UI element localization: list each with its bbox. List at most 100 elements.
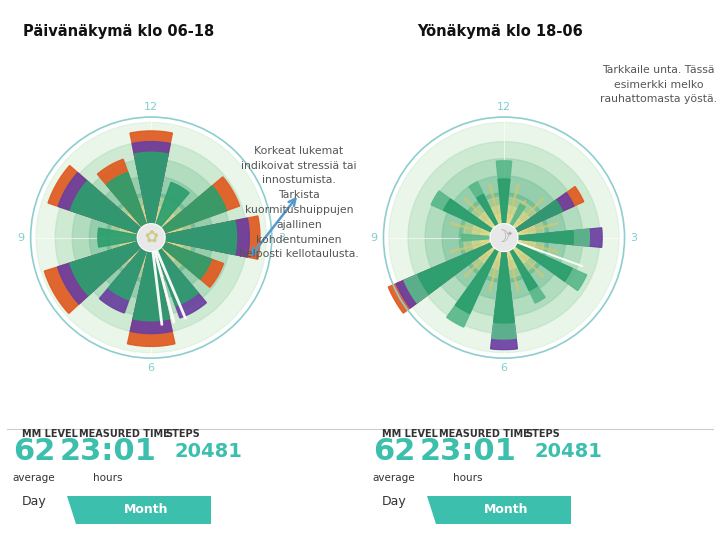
Polygon shape [151,183,189,238]
Circle shape [389,123,619,353]
Polygon shape [151,218,249,257]
Text: ☽: ☽ [495,227,509,246]
Polygon shape [504,186,584,238]
Circle shape [127,214,175,261]
Polygon shape [71,181,151,238]
Circle shape [490,224,518,252]
Circle shape [72,159,230,316]
Polygon shape [503,195,505,218]
Polygon shape [450,222,485,233]
Polygon shape [523,242,558,253]
Polygon shape [494,238,514,323]
Polygon shape [464,198,490,224]
Text: ✿: ✿ [144,228,158,247]
Polygon shape [504,231,573,245]
Polygon shape [518,198,544,224]
Circle shape [135,221,167,254]
Polygon shape [509,184,519,219]
Text: MEASURED TIME: MEASURED TIME [439,429,530,440]
Polygon shape [151,238,223,287]
Text: STEPS: STEPS [526,429,560,440]
Circle shape [464,197,544,278]
Polygon shape [489,184,499,219]
Text: Korkeat lukemat
indikoivat stressiä tai
innostumista.
Tarkista
kuormitushuippuje: Korkeat lukemat indikoivat stressiä tai … [239,146,359,259]
Polygon shape [504,228,602,247]
Polygon shape [504,238,572,281]
Circle shape [459,193,549,282]
Circle shape [138,224,165,252]
Polygon shape [444,199,504,238]
Polygon shape [151,216,260,259]
Polygon shape [133,238,169,321]
Polygon shape [504,193,574,238]
Polygon shape [151,238,198,306]
Polygon shape [503,257,505,280]
Polygon shape [70,238,151,295]
Polygon shape [513,200,526,221]
Polygon shape [58,173,151,238]
Polygon shape [388,238,504,313]
Polygon shape [504,204,525,238]
Polygon shape [427,496,571,524]
Polygon shape [67,496,211,524]
Text: Päivänäkymä klo 06-18: Päivänäkymä klo 06-18 [23,24,215,39]
Polygon shape [431,191,504,238]
Polygon shape [513,254,526,275]
Polygon shape [99,238,151,313]
Polygon shape [151,186,227,238]
Polygon shape [404,238,504,303]
Text: STEPS: STEPS [166,429,200,440]
Text: MM LEVEL: MM LEVEL [22,429,78,440]
Text: 9: 9 [370,233,377,242]
Text: MEASURED TIME: MEASURED TIME [79,429,170,440]
Polygon shape [107,172,151,238]
Text: Day: Day [22,495,46,508]
Circle shape [425,159,583,316]
Text: MM LEVEL: MM LEVEL [382,429,438,440]
Polygon shape [98,228,151,247]
Polygon shape [109,238,151,300]
Polygon shape [469,182,504,238]
Polygon shape [498,179,510,238]
Polygon shape [464,251,490,278]
Polygon shape [396,238,504,308]
Polygon shape [521,215,541,228]
Text: 12: 12 [144,103,158,112]
Text: 6: 6 [500,363,508,373]
Circle shape [138,225,164,251]
Polygon shape [482,254,495,275]
Circle shape [107,193,196,282]
Circle shape [472,206,536,269]
Polygon shape [446,238,504,327]
Polygon shape [456,238,504,313]
Polygon shape [151,238,212,279]
Circle shape [408,141,600,334]
Circle shape [442,176,566,300]
Polygon shape [130,131,172,238]
Polygon shape [462,234,504,241]
Text: 62: 62 [373,437,415,466]
Text: 20481: 20481 [175,442,243,461]
Polygon shape [462,237,485,238]
Polygon shape [418,238,504,294]
Text: 23:01: 23:01 [60,437,156,466]
Polygon shape [504,200,562,238]
Polygon shape [48,166,151,238]
Text: 12: 12 [497,103,511,112]
Text: Month: Month [484,503,528,516]
Polygon shape [523,222,558,233]
Polygon shape [504,229,590,246]
Polygon shape [504,238,587,291]
Text: ✦: ✦ [506,231,512,237]
Polygon shape [523,237,546,238]
Polygon shape [58,238,151,304]
Polygon shape [130,238,172,334]
Circle shape [89,176,213,300]
Polygon shape [151,238,207,318]
Polygon shape [45,238,151,313]
Polygon shape [482,200,495,221]
Polygon shape [521,247,541,260]
Polygon shape [134,152,168,238]
Circle shape [491,225,517,251]
Text: 6: 6 [148,363,155,373]
